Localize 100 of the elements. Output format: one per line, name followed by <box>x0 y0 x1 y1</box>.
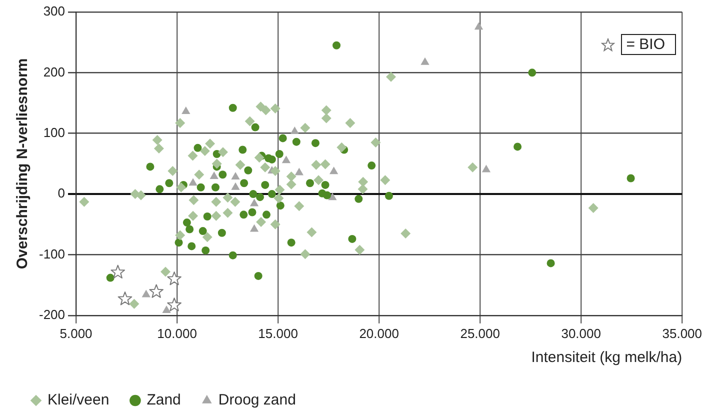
point <box>380 175 390 186</box>
point <box>348 234 356 243</box>
point <box>270 166 280 176</box>
point <box>286 179 296 190</box>
point <box>218 147 228 158</box>
point <box>275 150 284 158</box>
annotation: = BIO <box>621 34 676 55</box>
point <box>321 113 332 124</box>
point <box>329 166 338 174</box>
point <box>110 264 126 278</box>
legend-label: Droog zand <box>218 392 296 409</box>
point <box>370 137 381 148</box>
point <box>222 192 233 203</box>
point <box>256 102 266 112</box>
point <box>468 162 478 172</box>
point <box>211 196 222 207</box>
y-tick-label: -100 <box>38 246 66 262</box>
x-tick-label: 25.000 <box>460 326 500 341</box>
point <box>200 146 210 156</box>
point <box>420 57 430 65</box>
point <box>528 68 536 77</box>
point <box>188 178 198 186</box>
point <box>358 184 368 194</box>
point <box>230 196 240 207</box>
point <box>320 159 330 170</box>
point <box>311 139 320 148</box>
point <box>270 219 280 230</box>
y-tick-label: 100 <box>43 124 66 140</box>
point <box>514 142 522 151</box>
point <box>354 244 365 255</box>
x-tick-label: 35.000 <box>662 326 702 341</box>
point <box>152 135 162 146</box>
point <box>287 238 296 247</box>
point <box>175 118 186 128</box>
point <box>482 164 491 172</box>
point <box>186 225 194 234</box>
point <box>142 290 150 298</box>
point <box>386 72 396 82</box>
point <box>212 158 222 169</box>
point <box>311 160 322 170</box>
point <box>626 174 635 182</box>
point <box>276 202 284 210</box>
point <box>182 106 190 114</box>
point <box>256 193 264 202</box>
point <box>249 190 258 198</box>
point <box>162 306 171 314</box>
point <box>588 202 598 213</box>
point <box>167 271 182 286</box>
point <box>176 182 186 192</box>
point <box>212 183 220 192</box>
point <box>321 180 330 189</box>
point <box>149 284 164 298</box>
point <box>238 146 247 154</box>
point <box>345 118 356 128</box>
point <box>358 176 368 187</box>
point <box>286 171 296 182</box>
point <box>244 166 252 174</box>
point <box>274 193 284 204</box>
x-tick-label: 5.000 <box>60 326 92 341</box>
point <box>254 152 264 163</box>
point <box>261 180 270 189</box>
point <box>260 162 270 172</box>
point <box>194 170 204 180</box>
point <box>292 138 300 146</box>
point <box>194 144 202 152</box>
point <box>210 171 218 179</box>
point <box>270 103 280 114</box>
point <box>290 126 300 134</box>
point <box>546 259 555 268</box>
x-tick-label: 10.000 <box>157 326 197 341</box>
point <box>321 105 332 116</box>
point <box>79 196 90 207</box>
point <box>222 208 233 218</box>
point <box>260 105 271 116</box>
point <box>198 227 207 236</box>
point <box>165 179 174 188</box>
point <box>202 232 212 242</box>
x-axis-title: Intensiteit (kg melk/ha) <box>531 349 682 366</box>
point <box>306 227 317 238</box>
point <box>167 298 182 312</box>
point <box>160 266 170 277</box>
y-tick-label: 0 <box>58 186 66 201</box>
point <box>474 22 484 30</box>
point <box>188 195 199 206</box>
point <box>300 249 310 260</box>
point <box>231 172 240 180</box>
point <box>323 191 332 200</box>
point <box>146 162 154 171</box>
point <box>368 162 376 170</box>
point <box>203 212 212 220</box>
point <box>254 272 262 280</box>
point <box>218 228 226 237</box>
point <box>202 246 210 254</box>
point <box>188 210 198 221</box>
point <box>354 194 363 203</box>
point <box>268 190 276 198</box>
legend-label: Zand <box>146 392 181 409</box>
point <box>196 183 205 192</box>
point <box>294 168 304 176</box>
point <box>235 160 246 170</box>
